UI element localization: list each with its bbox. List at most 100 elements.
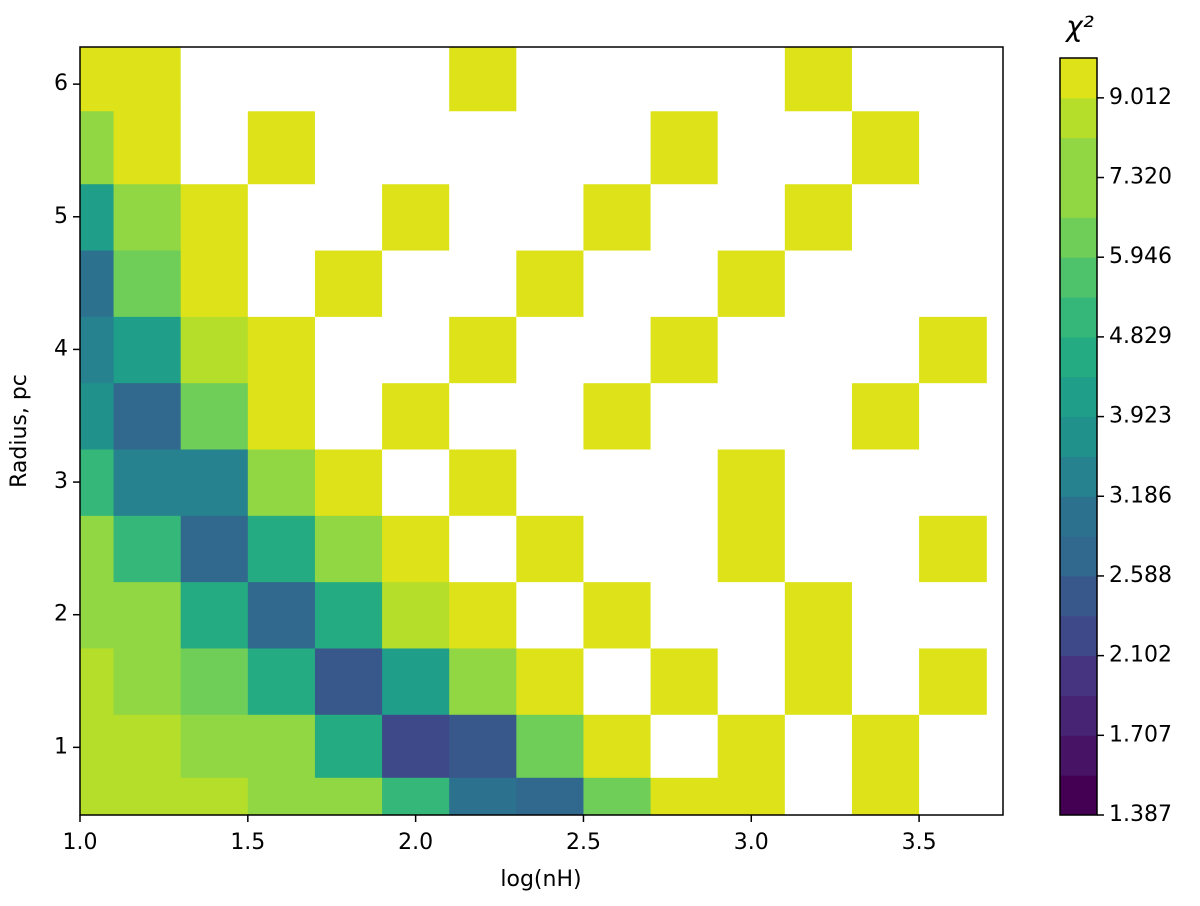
contour-cell [314, 515, 383, 583]
contour-cell [650, 183, 719, 251]
contour-cell [851, 647, 920, 715]
contour-cell [80, 777, 115, 815]
contour-cell [583, 647, 652, 715]
contour-cell [583, 316, 652, 384]
contour-cell [180, 515, 249, 583]
contour-cell [650, 448, 719, 516]
colorbar-band [1060, 615, 1097, 657]
contour-cell [314, 183, 383, 251]
contour-cell [314, 448, 383, 516]
x-tick-label: 1.5 [230, 830, 265, 855]
contour-cell [583, 515, 652, 583]
contour-cell [80, 382, 115, 450]
colorbar-tick-label: 1.707 [1109, 722, 1172, 747]
contour-cell [717, 581, 786, 649]
colorbar-frame [1059, 57, 1098, 816]
contour-cell [449, 110, 517, 185]
contour-cell [80, 249, 115, 317]
contour-cell [784, 448, 853, 516]
contour-cell [80, 515, 115, 583]
contour-cell [919, 777, 987, 815]
colorbar-band [1060, 575, 1097, 617]
x-axis-label: log(nH) [500, 867, 581, 892]
contour-cell [247, 249, 316, 317]
contour-cell [516, 382, 585, 450]
contour-cell [314, 316, 383, 384]
contour-cell [314, 581, 383, 649]
contour-cell [851, 316, 920, 384]
contour-cell [851, 515, 920, 583]
contour-cell [650, 382, 719, 450]
contour-cell [784, 777, 853, 815]
contour-cell [180, 183, 249, 251]
contour-cell [449, 581, 517, 649]
colorbar-tick-label: 3.186 [1109, 483, 1172, 508]
contour-cell [650, 647, 719, 715]
contour-cell [717, 448, 786, 516]
contour-cell [449, 316, 517, 384]
contour-cell [717, 382, 786, 450]
colorbar-band [1060, 416, 1097, 457]
contour-cell [784, 515, 853, 583]
colorbar-band [1060, 336, 1097, 378]
y-tick-label: 4 [54, 336, 68, 361]
contour-cell [784, 647, 853, 715]
colorbar-tick-label: 2.588 [1109, 563, 1172, 588]
colorbar-band [1060, 297, 1097, 338]
contour-cell [650, 47, 719, 112]
contour-cell [851, 581, 920, 649]
contour-cell [449, 183, 517, 251]
contour-cell [717, 647, 786, 715]
contour-cell [314, 249, 383, 317]
contour-cell [314, 777, 383, 815]
contour-cell [113, 714, 182, 778]
contour-cell [180, 110, 249, 185]
colorbar-tick-label: 5.946 [1109, 244, 1172, 269]
contour-cell [80, 183, 115, 251]
contour-cell [583, 777, 652, 815]
contour-cell [919, 647, 987, 715]
contour-cell [113, 448, 182, 516]
contour-cell [851, 249, 920, 317]
contour-cell [919, 316, 987, 384]
contour-cell [382, 316, 450, 384]
contour-cell [717, 316, 786, 384]
contour-cell [247, 714, 316, 778]
contour-cell [851, 714, 920, 778]
contour-cell [449, 382, 517, 450]
contour-cell [516, 515, 585, 583]
contour-cell [449, 714, 517, 778]
contour-cell [314, 714, 383, 778]
contour-cell [113, 581, 182, 649]
contour-cell [180, 448, 249, 516]
contour-cell [113, 249, 182, 317]
contour-cell [851, 183, 920, 251]
contour-cell [784, 581, 853, 649]
contour-cell [650, 316, 719, 384]
colorbar-band [1060, 655, 1097, 696]
contour-cell [449, 249, 517, 317]
contour-cell [314, 382, 383, 450]
contour-cell [382, 714, 450, 778]
contour-cell [516, 714, 585, 778]
contour-cell [583, 448, 652, 516]
colorbar-tick-label: 1.387 [1109, 802, 1172, 827]
contour-cell [784, 382, 853, 450]
contour-cell [851, 448, 920, 516]
contour-cell [919, 448, 987, 516]
colorbar-band [1060, 257, 1097, 298]
contour-cell [314, 47, 383, 112]
contour-cell [382, 249, 450, 317]
contour-cell [449, 777, 517, 815]
contour-cell [180, 47, 249, 112]
contour-cell [919, 714, 987, 778]
contour-cell [180, 647, 249, 715]
contour-cell [180, 581, 249, 649]
contour-cell [382, 515, 450, 583]
colorbar-tick-label: 9.012 [1109, 85, 1172, 110]
contour-cell [851, 382, 920, 450]
contour-cell [113, 515, 182, 583]
y-axis-label: Radius, pc [7, 374, 32, 488]
y-tick-label: 3 [54, 469, 68, 494]
contour-cell [449, 448, 517, 516]
